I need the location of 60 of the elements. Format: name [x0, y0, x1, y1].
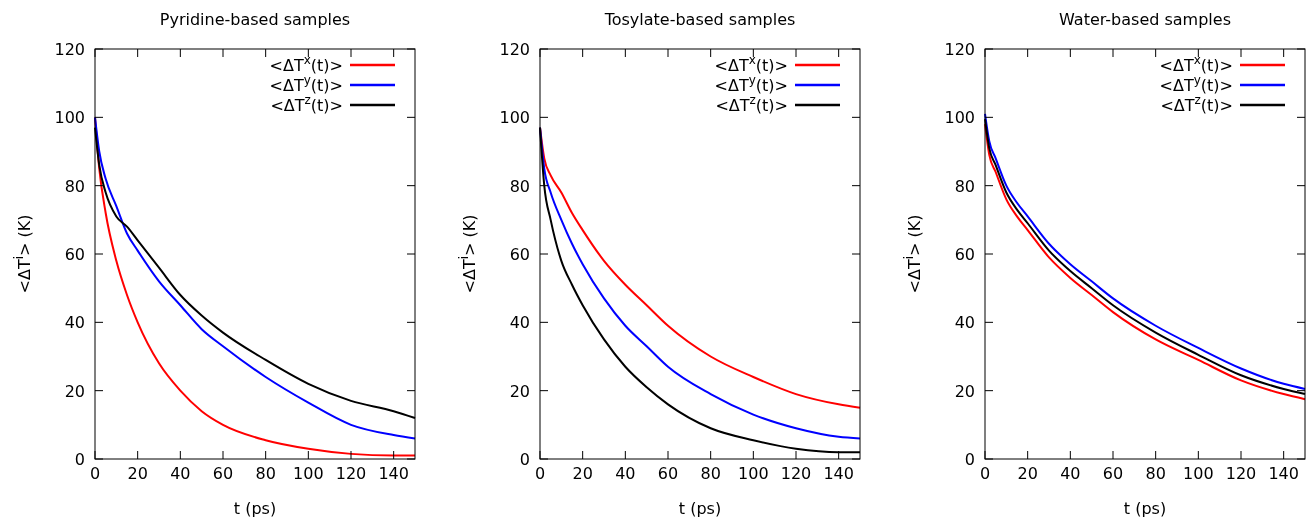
y-tick-label: 20 [954, 381, 975, 401]
y-tick-label: 80 [64, 176, 85, 196]
x-tick-label: 140 [1268, 464, 1299, 483]
x-tick-label: 20 [572, 464, 593, 483]
y-tick-label: 100 [499, 108, 530, 128]
x-tick-label: 0 [979, 464, 991, 483]
x-tick-label: 140 [823, 464, 854, 483]
legend-label: <ΔT$^{y}$(t)> [269, 73, 343, 95]
y-tick-label: 120 [499, 40, 530, 59]
legend-label: <ΔT$^{x}$(t)> [1159, 53, 1233, 75]
x-tick-label: 20 [127, 464, 148, 483]
chart-title: Water-based samples [1059, 10, 1231, 29]
y-tick-label: 80 [954, 176, 975, 196]
chart-title: Tosylate-based samples [603, 10, 796, 29]
x-axis-title: t (ps) [1123, 499, 1167, 518]
x-tick-label: 120 [780, 464, 812, 483]
x-tick-label: 80 [255, 464, 276, 483]
y-tick-label: 40 [64, 313, 85, 333]
x-axis-title: t (ps) [678, 499, 722, 518]
legend-label: <ΔT$^{z}$(t)> [270, 93, 343, 115]
x-tick-label: 140 [378, 464, 409, 483]
x-tick-label: 100 [738, 464, 769, 483]
chart-title: Pyridine-based samples [159, 10, 351, 29]
x-tick-label: 0 [89, 464, 101, 483]
x-tick-label: 120 [1225, 464, 1257, 483]
x-tick-label: 100 [293, 464, 324, 483]
x-tick-label: 60 [212, 464, 234, 483]
x-tick-label: 40 [170, 464, 191, 483]
x-tick-label: 60 [657, 464, 679, 483]
legend-label: <ΔT$^{z}$(t)> [1160, 93, 1233, 115]
y-tick-label: 60 [954, 245, 975, 264]
y-tick-label: 20 [64, 381, 85, 401]
y-tick-label: 0 [74, 450, 85, 469]
y-tick-label: 60 [509, 245, 530, 264]
x-tick-label: 120 [335, 464, 367, 483]
y-tick-label: 40 [509, 313, 530, 333]
legend-label: <ΔT$^{y}$(t)> [1159, 73, 1233, 95]
x-tick-label: 0 [534, 464, 546, 483]
y-tick-label: 120 [54, 40, 85, 59]
legend-label: <ΔT$^{x}$(t)> [714, 53, 788, 75]
legend-label: <ΔT$^{x}$(t)> [269, 53, 343, 75]
x-tick-label: 60 [1102, 464, 1124, 483]
x-tick-label: 40 [615, 464, 636, 483]
x-axis-title: t (ps) [233, 499, 277, 518]
x-tick-label: 80 [1145, 464, 1166, 483]
y-tick-label: 120 [944, 40, 975, 59]
y-tick-label: 60 [64, 245, 85, 264]
y-tick-label: 100 [54, 108, 85, 128]
y-tick-label: 0 [964, 450, 975, 469]
legend-label: <ΔT$^{y}$(t)> [714, 73, 788, 95]
y-tick-label: 20 [509, 381, 530, 401]
x-tick-label: 40 [1060, 464, 1081, 483]
y-tick-label: 100 [944, 108, 975, 128]
x-tick-label: 100 [1183, 464, 1214, 483]
x-tick-label: 20 [1017, 464, 1038, 483]
y-tick-label: 80 [509, 176, 530, 196]
y-tick-label: 0 [519, 450, 530, 469]
x-tick-label: 80 [700, 464, 721, 483]
legend-label: <ΔT$^{z}$(t)> [715, 93, 788, 115]
y-tick-label: 40 [954, 313, 975, 333]
